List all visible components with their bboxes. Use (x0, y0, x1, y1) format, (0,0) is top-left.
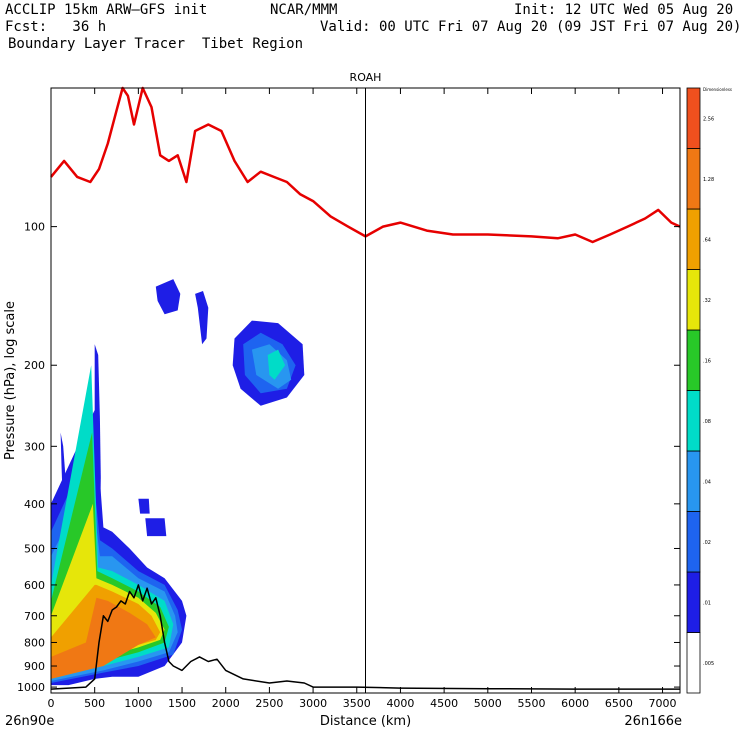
tracer-region-3 (155, 279, 181, 315)
colorbar-label: .08 (703, 419, 711, 425)
x-tick-label: 1000 (124, 697, 152, 710)
colorbar: .005 .01 .02 .04 .08 .16 .32 .64 1.28 2.56 Dimensi… (686, 87, 732, 694)
profile-lines (50, 86, 681, 693)
header-model-title: ACCLIP 15km ARW–GFS init (5, 2, 208, 18)
header-forecast-hour: Fcst: 36 h (5, 19, 107, 35)
x-tick-label: 5500 (517, 697, 545, 710)
header-org: NCAR/MMM (270, 2, 338, 18)
x-tick-label: 3500 (343, 697, 371, 710)
y-tick-label: 300 (24, 440, 45, 453)
x-tick-label: 2500 (255, 697, 283, 710)
tracer-region-6 (138, 498, 150, 514)
x-tick-label: 3000 (299, 697, 327, 710)
colorbar-label: 2.56 (703, 116, 714, 122)
x-tick-label: 6500 (605, 697, 633, 710)
x-tick-label: 4000 (386, 697, 414, 710)
colorbar-label: .02 (703, 540, 711, 546)
colorbar-swatch (686, 450, 701, 512)
tracer-contours (51, 279, 305, 686)
tracer-region-2 (94, 344, 101, 549)
tracer-region-13 (267, 349, 286, 380)
x-tick-label: 4500 (430, 697, 458, 710)
chart-title: ROAH (350, 71, 382, 84)
left-endpoint-label: 26n90e (5, 714, 54, 729)
colorbar-swatch (686, 511, 701, 573)
x-tick-label: 5000 (474, 697, 502, 710)
x-tick-label: 0 (48, 697, 55, 710)
colorbar-swatch (686, 329, 701, 391)
terrain-line (50, 584, 680, 690)
colorbar-units-label: Dimensionless (703, 87, 732, 92)
colorbar-label: .005 (703, 661, 714, 667)
tracer-region-4 (195, 291, 209, 345)
colorbar-swatch (686, 208, 701, 270)
colorbar-label: .01 (703, 600, 711, 606)
y-tick-label: 500 (24, 542, 45, 555)
plot-frame (50, 87, 681, 694)
colorbar-swatch (686, 390, 701, 452)
tropopause-line (50, 86, 681, 244)
y-tick-label: 200 (24, 359, 45, 372)
x-axis-label: Distance (km) (320, 714, 411, 729)
header-field-title: Boundary Layer Tracer Tibet Region (8, 36, 304, 52)
y-tick-label: 1000 (17, 681, 45, 694)
tracer-region-7 (145, 518, 167, 537)
colorbar-label: .32 (703, 298, 711, 304)
axes: ROAH 0 500 1000 1500 2000 2500 3000 3500 4000 4500… (3, 71, 682, 729)
x-tick-label: 7000 (649, 697, 677, 710)
y-axis-label: Pressure (hPa), log scale (3, 301, 18, 460)
colorbar-swatch (686, 148, 701, 210)
x-tick-label: 500 (84, 697, 105, 710)
header-init-time: Init: 12 UTC Wed 05 Aug 20 (514, 2, 734, 18)
colorbar-swatch (686, 632, 701, 694)
x-tick-label: 6000 (561, 697, 589, 710)
colorbar-label: 1.28 (703, 177, 714, 183)
y-tick-label: 400 (24, 498, 45, 511)
y-tick-label: 700 (24, 610, 45, 623)
x-tick-label: 1500 (168, 697, 196, 710)
y-tick-label: 600 (24, 579, 45, 592)
colorbar-swatch (686, 571, 701, 633)
colorbar-label: .64 (703, 237, 711, 243)
colorbar-swatch (686, 87, 701, 149)
right-endpoint-label: 26n166e (624, 714, 682, 729)
header-valid-time: Valid: 00 UTC Fri 07 Aug 20 (09 JST Fri … (320, 19, 740, 35)
colorbar-label: .04 (703, 479, 711, 485)
tracer-region-17 (51, 597, 156, 679)
colorbar-swatch (686, 269, 701, 331)
colorbar-label: .16 (703, 358, 711, 364)
y-tick-label: 800 (24, 636, 45, 649)
x-tick-label: 2000 (212, 697, 240, 710)
y-tick-label: 100 (24, 221, 45, 234)
y-tick-label: 900 (24, 660, 45, 673)
